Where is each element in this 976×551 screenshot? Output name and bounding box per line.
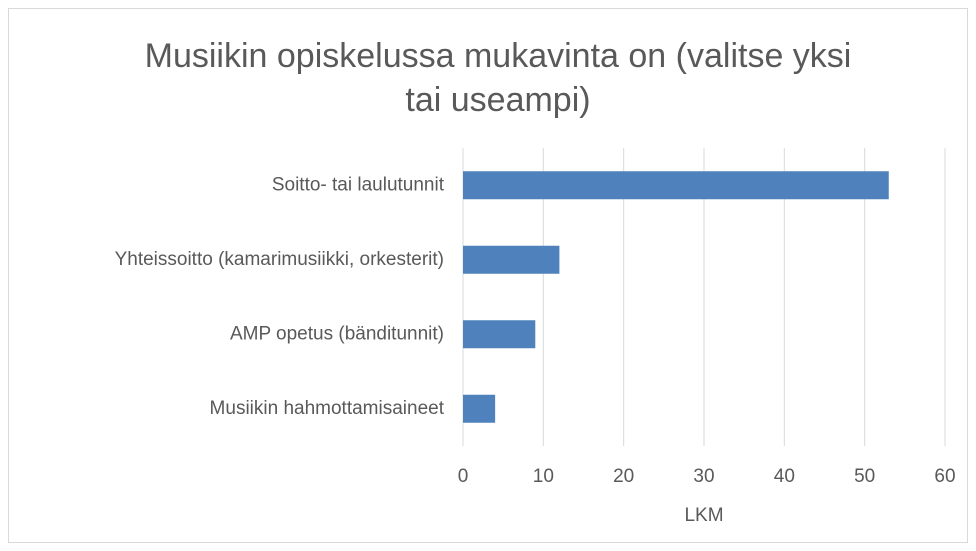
y-tick-label: Soitto- tai laulutunnit xyxy=(272,174,445,195)
x-tick-label: 0 xyxy=(458,466,469,487)
bar xyxy=(463,320,536,349)
chart-title: Musiikin opiskelussa mukavinta on (valit… xyxy=(144,37,852,119)
chart-frame xyxy=(8,8,968,543)
y-tick-label: Yhteissoitto (kamarimusiikki, orkesterit… xyxy=(115,249,444,270)
x-tick-label: 10 xyxy=(533,466,554,487)
bar xyxy=(463,394,496,423)
x-tick-label: 30 xyxy=(693,466,714,487)
x-tick-label: 20 xyxy=(613,466,634,487)
x-tick-label: 50 xyxy=(854,466,875,487)
y-tick-label: AMP opetus (bänditunnit) xyxy=(230,323,444,344)
x-tick-label: 40 xyxy=(774,466,795,487)
y-tick-label: Musiikin hahmottamisaineet xyxy=(210,398,445,419)
bar xyxy=(463,171,889,200)
x-axis-label: LKM xyxy=(684,505,723,526)
x-tick-label: 60 xyxy=(934,466,955,487)
bar xyxy=(463,245,560,274)
